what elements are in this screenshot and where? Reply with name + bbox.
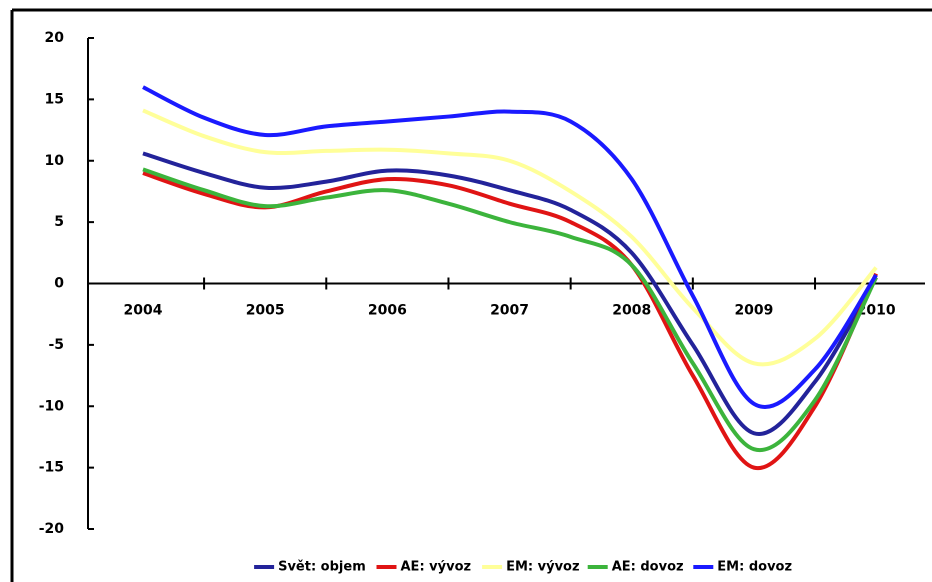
x-tick-label: 2008 [612, 303, 651, 319]
x-tick-label: 2009 [734, 303, 773, 319]
y-tick-label: -10 [39, 398, 65, 414]
y-tick-label: -20 [39, 521, 65, 537]
legend-label: EM: vývoz [506, 560, 579, 575]
y-tick-label: 20 [45, 30, 65, 46]
y-tick-label: 5 [54, 214, 64, 230]
x-tick-label: 2004 [124, 303, 163, 319]
x-tick-label: 2010 [857, 303, 896, 319]
y-tick-label: -5 [48, 337, 64, 353]
series-line [142, 171, 878, 471]
legend-label: AE: dovoz [612, 560, 684, 575]
y-tick-label: 10 [45, 153, 65, 169]
legend-label: AE: vývoz [401, 560, 472, 575]
series-line [142, 151, 878, 436]
series-line [142, 167, 878, 453]
series-line [142, 85, 878, 409]
legend: Svět: objem AE: vývoz EM: vývoz AE: dovoz EM… [254, 560, 792, 575]
y-tick-label: 15 [45, 91, 64, 107]
legend-label: Svět: objem [278, 560, 366, 575]
series-line [142, 108, 878, 367]
y-tick-label: 0 [54, 276, 64, 292]
legend-label: EM: dovoz [717, 560, 792, 575]
y-tick-label: -15 [39, 460, 64, 476]
x-tick-label: 2007 [490, 303, 529, 319]
x-tick-label: 2006 [368, 303, 407, 319]
x-tick-label: 2005 [246, 303, 285, 319]
